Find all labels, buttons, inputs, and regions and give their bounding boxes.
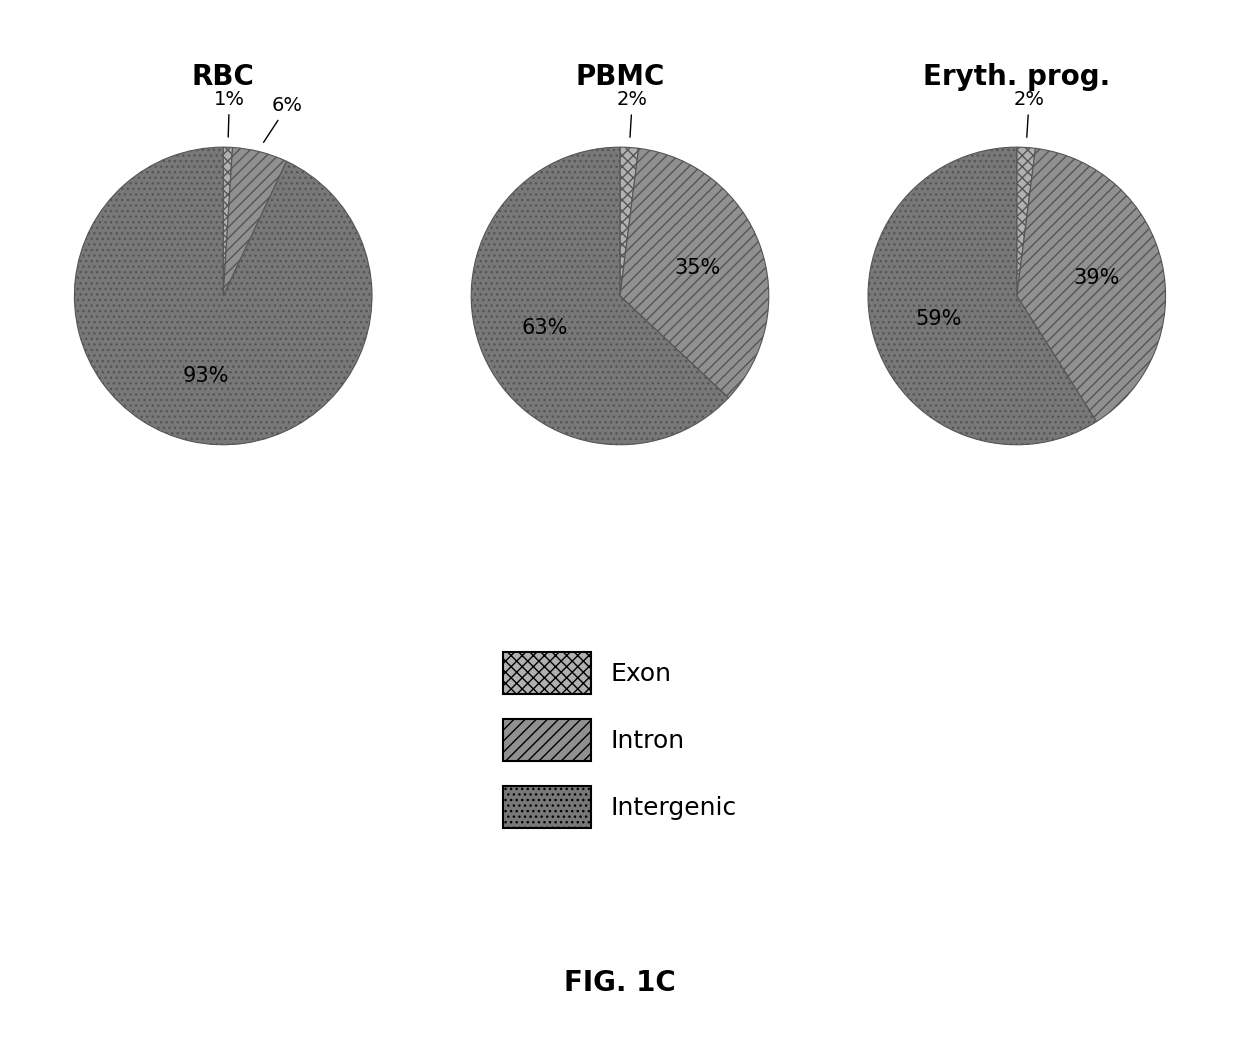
Wedge shape <box>868 147 1096 445</box>
Title: RBC: RBC <box>192 63 254 91</box>
Wedge shape <box>1017 148 1166 422</box>
Text: 93%: 93% <box>182 366 228 386</box>
Wedge shape <box>74 147 372 445</box>
Wedge shape <box>620 147 639 296</box>
Text: 1%: 1% <box>213 90 244 137</box>
Wedge shape <box>620 148 769 397</box>
Text: 59%: 59% <box>915 309 961 329</box>
Title: PBMC: PBMC <box>575 63 665 91</box>
Text: 2%: 2% <box>616 91 647 137</box>
Text: 35%: 35% <box>673 258 720 278</box>
Text: 63%: 63% <box>522 318 568 338</box>
Wedge shape <box>1017 147 1035 296</box>
Text: FIG. 1C: FIG. 1C <box>564 969 676 997</box>
Text: 6%: 6% <box>264 96 303 143</box>
Text: 39%: 39% <box>1074 268 1120 289</box>
Wedge shape <box>223 147 233 296</box>
Text: 2%: 2% <box>1013 91 1044 137</box>
Wedge shape <box>471 147 728 445</box>
Wedge shape <box>223 148 286 296</box>
Title: Eryth. prog.: Eryth. prog. <box>923 63 1111 91</box>
Legend: Exon, Intron, Intergenic: Exon, Intron, Intergenic <box>491 639 749 840</box>
